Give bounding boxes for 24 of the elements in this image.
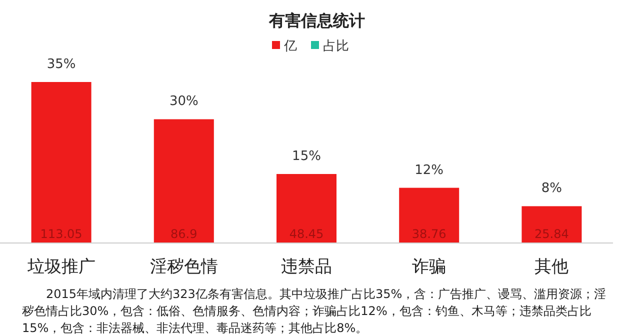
x-tick-label: 诈骗	[412, 257, 446, 277]
data-label: 48.45	[289, 227, 324, 241]
annotation: 30%	[169, 94, 198, 110]
bar	[522, 206, 582, 243]
data-label: 113.05	[40, 227, 82, 241]
x-tick-label: 违禁品	[281, 257, 332, 277]
data-label: 38.76	[412, 227, 446, 241]
x-tick-label: 垃圾推广	[26, 257, 96, 277]
annotation: 8%	[541, 181, 562, 196]
x-tick-label: 其他	[534, 257, 569, 277]
annotation: 15%	[292, 149, 321, 164]
text: 2015年域内清理了大约323亿条有害信息。其中垃圾推广占比35%，含：广告推广、谩骂、滥用资源；淫秽色情占比30%，包含：低俗、色情服务、色情内容；诈骗占比12%，包含：钓鱼、木马等；违禁品类占比15%，包含：非法器械、非法代理、毒品迷药等；其他占比8%。	[22, 286, 608, 336]
annotation: 35%	[46, 57, 76, 72]
bar	[154, 119, 214, 243]
legend-label: 占比	[323, 39, 349, 54]
legend-label: 亿	[283, 39, 297, 54]
bar	[31, 82, 92, 243]
bar	[399, 188, 460, 243]
annotation: 12%	[414, 162, 444, 178]
bar	[276, 174, 336, 243]
data-label: 86.9	[170, 227, 198, 241]
x-tick-label: 淫秽色情	[150, 257, 218, 277]
data-label: 25.84	[534, 227, 569, 241]
chart-title: 有害信息统计	[268, 11, 365, 30]
